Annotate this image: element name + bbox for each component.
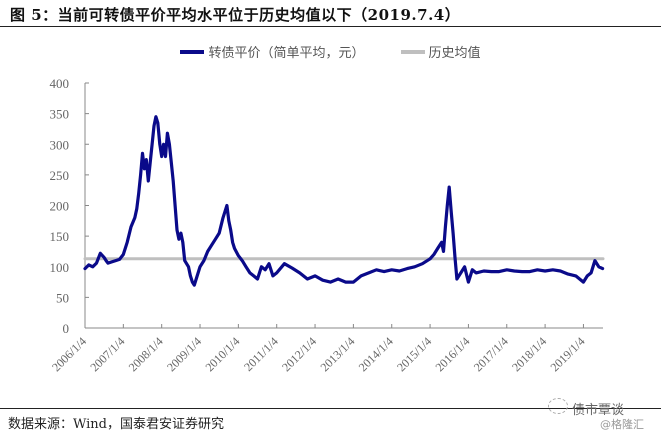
x-tick-label: 2007/1/4 bbox=[87, 334, 127, 374]
legend-label-mean: 历史均值 bbox=[428, 46, 481, 61]
y-axis: 0 50 100 150 200 250 300 350 400 bbox=[50, 76, 89, 336]
x-tick-label: 2017/1/4 bbox=[471, 334, 511, 374]
x-tick-label: 2008/1/4 bbox=[126, 334, 166, 374]
legend-item-mean: 历史均值 bbox=[400, 42, 481, 61]
x-tick-label: 2014/1/4 bbox=[356, 334, 396, 374]
y-tick-label: 150 bbox=[50, 229, 70, 244]
y-tick-label: 100 bbox=[50, 260, 70, 275]
figure-title: 图 5：当前可转债平价平均水平位于历史均值以下（2019.7.4） bbox=[10, 6, 461, 24]
y-tick-label: 200 bbox=[50, 199, 70, 214]
wechat-icon bbox=[548, 398, 568, 414]
y-tick-label: 300 bbox=[50, 137, 70, 152]
x-axis: 2006/1/42007/1/42008/1/42009/1/42010/1/4… bbox=[49, 324, 603, 374]
legend-swatch-price bbox=[180, 49, 205, 54]
x-tick-label: 2019/1/4 bbox=[547, 334, 587, 374]
legend-item-price: 转债平价（简单平均，元） bbox=[180, 42, 365, 61]
x-tick-label: 2012/1/4 bbox=[279, 334, 319, 374]
chart-legend: 转债平价（简单平均，元） 历史均值 bbox=[0, 42, 661, 61]
y-tick-label: 0 bbox=[63, 321, 70, 336]
source-note: 数据来源：Wind，国泰君安证券研究 bbox=[8, 417, 224, 432]
x-tick-label: 2010/1/4 bbox=[202, 334, 242, 374]
x-tick-label: 2015/1/4 bbox=[394, 334, 434, 374]
watermark-handle: @格隆汇 bbox=[600, 418, 644, 431]
chart-series bbox=[83, 115, 605, 287]
legend-swatch-mean bbox=[400, 49, 425, 54]
x-tick-label: 2018/1/4 bbox=[509, 334, 549, 374]
legend-label-price: 转债平价（简单平均，元） bbox=[208, 46, 365, 61]
title-divider bbox=[0, 26, 661, 27]
y-tick-label: 350 bbox=[50, 107, 70, 122]
series-line-convertible-parity bbox=[83, 115, 605, 287]
x-tick-label: 2011/1/4 bbox=[241, 334, 281, 374]
x-tick-label: 2016/1/4 bbox=[432, 334, 472, 374]
y-tick-label: 250 bbox=[50, 168, 70, 183]
x-tick-label: 2009/1/4 bbox=[164, 334, 204, 374]
x-tick-label: 2006/1/4 bbox=[49, 334, 89, 374]
watermark-name: 债市覃谈 bbox=[572, 403, 625, 418]
y-tick-label: 400 bbox=[50, 76, 70, 91]
x-tick-label: 2013/1/4 bbox=[317, 334, 357, 374]
source-divider bbox=[0, 408, 661, 409]
y-tick-label: 50 bbox=[56, 290, 69, 305]
